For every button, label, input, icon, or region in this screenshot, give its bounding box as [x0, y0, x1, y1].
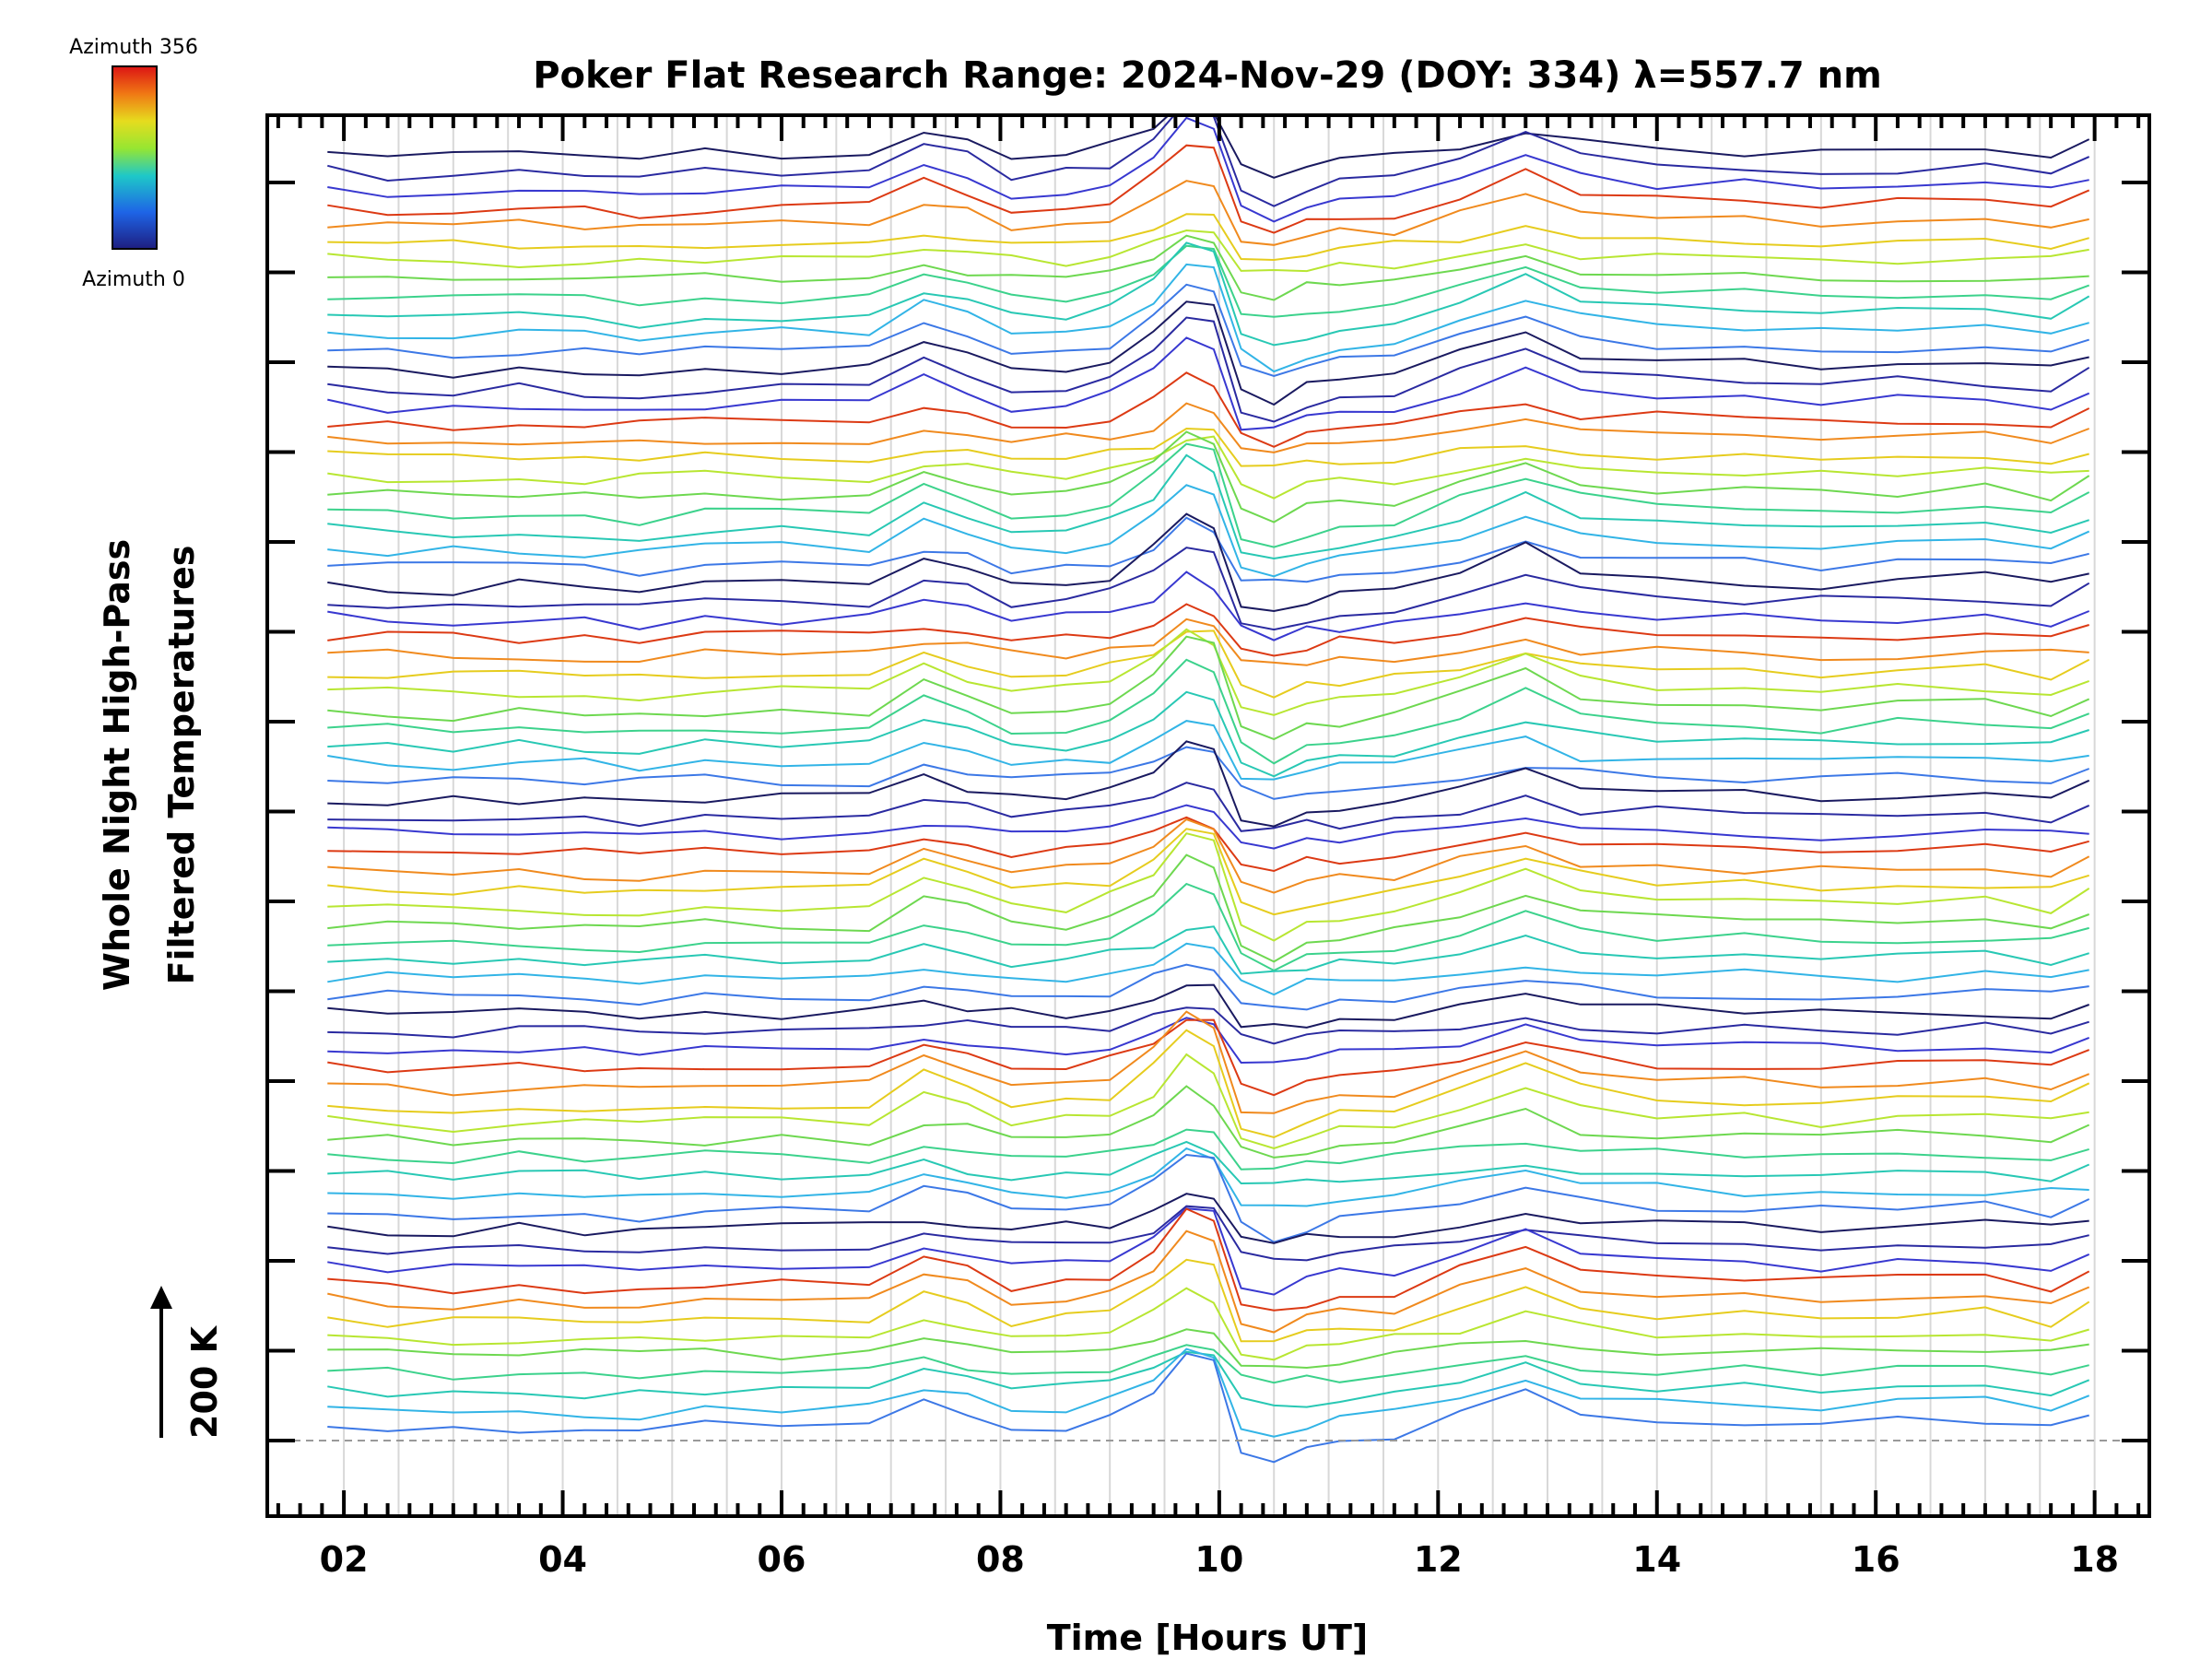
series-line: [327, 571, 2090, 641]
series-line: [327, 484, 2090, 578]
colorbar-gradient: [112, 65, 158, 250]
series-line: [327, 300, 2089, 406]
series-line: [327, 853, 2090, 963]
series-line: [327, 283, 2089, 378]
series-line: [327, 832, 2090, 942]
series-line: [327, 336, 2090, 431]
series-line: [327, 942, 2089, 996]
series-line: [327, 720, 2089, 781]
x-tick-label: 04: [538, 1539, 587, 1580]
series-line: [327, 828, 2089, 916]
series-line: [327, 1017, 2090, 1065]
series-line: [327, 690, 2090, 778]
series-lines: [327, 115, 2090, 1464]
grid: [343, 115, 2096, 1516]
colorbar: Azimuth 356 Azimuth 0: [69, 36, 198, 291]
series-line: [327, 316, 2090, 423]
series-line: [327, 1029, 2090, 1139]
series-line: [327, 963, 2089, 1011]
colorbar-bottom-label: Azimuth 0: [82, 268, 185, 291]
y-axis-label-line1: Whole Night High-Pass: [97, 539, 137, 991]
series-line: [327, 180, 2089, 246]
series-line: [327, 1230, 2090, 1334]
series-line: [327, 1258, 2090, 1343]
axis-ticks: [267, 115, 2149, 1516]
series-line: [327, 1350, 2090, 1408]
series-line: [327, 115, 2090, 179]
series-line: [327, 618, 2089, 666]
x-tick-label: 12: [1414, 1539, 1463, 1580]
x-tick-label: 10: [1194, 1539, 1243, 1580]
series-line: [327, 1328, 2089, 1370]
colorbar-top-label: Azimuth 356: [69, 36, 198, 59]
series-line: [327, 629, 2090, 699]
series-line: [327, 430, 2090, 524]
series-line: [327, 453, 2090, 560]
y-axis-label-line2: Filtered Temperatures: [161, 546, 202, 985]
series-line: [327, 115, 2090, 207]
series-line: [327, 1085, 2090, 1159]
series-line: [327, 1128, 2089, 1171]
x-tick-labels: 02 04 06 08 10 12 14 16 18: [320, 1539, 2119, 1580]
series-line: [327, 1193, 2089, 1244]
series-line: [327, 371, 2090, 448]
series-line: [327, 435, 2089, 500]
x-tick-label: 06: [758, 1539, 806, 1580]
x-tick-label: 08: [976, 1539, 1025, 1580]
series-line: [327, 547, 2090, 631]
series-line: [327, 512, 2089, 613]
series-line: [327, 658, 2090, 765]
series-line: [327, 1344, 2089, 1384]
series-line: [327, 241, 2090, 347]
series-line: [327, 516, 2089, 583]
series-line: [327, 1287, 2089, 1361]
series-line: [327, 213, 2089, 262]
series-line: [327, 144, 2090, 234]
series-line: [327, 1347, 2090, 1438]
scale-label: 200 K: [184, 1324, 225, 1439]
series-line: [327, 1147, 2089, 1207]
series-line: [327, 1207, 2090, 1312]
series-line: [327, 234, 2089, 301]
scale-arrow: [150, 1286, 172, 1438]
plot-frame: [265, 113, 2151, 1518]
series-line: [327, 628, 2090, 716]
x-tick-label: 14: [1632, 1539, 1681, 1580]
series-line: [327, 427, 2089, 467]
series-line: [327, 882, 2089, 972]
series-line: [327, 1205, 2089, 1262]
x-tick-label: 18: [2070, 1539, 2119, 1580]
series-line: [327, 816, 2089, 873]
series-line: [327, 603, 2089, 657]
series-line: [327, 1140, 2090, 1185]
series-line: [327, 442, 2090, 548]
series-line: [327, 1053, 2089, 1149]
series-line: [327, 263, 2089, 373]
series-line: [327, 402, 2090, 453]
series-line: [327, 782, 2090, 832]
series-line: [327, 229, 2089, 273]
series-line: [327, 740, 2090, 828]
series-line: [327, 116, 2089, 223]
series-line: [327, 746, 2090, 800]
series-line: [327, 1010, 2090, 1114]
x-axis-label: Time [Hours UT]: [1047, 1618, 1369, 1658]
series-line: [327, 1006, 2089, 1045]
series-line: [327, 1352, 2089, 1464]
series-line: [327, 818, 2090, 894]
series-line: [327, 983, 2090, 1029]
x-tick-label: 16: [1852, 1539, 1900, 1580]
series-line: [327, 635, 2090, 741]
x-tick-label: 02: [320, 1539, 369, 1580]
series-line: [327, 804, 2089, 850]
series-line: [327, 925, 2089, 975]
series-line: [327, 1153, 2090, 1243]
chart-title: Poker Flat Research Range: 2024-Nov-29 (…: [533, 54, 1882, 97]
series-line: [327, 1207, 2090, 1296]
